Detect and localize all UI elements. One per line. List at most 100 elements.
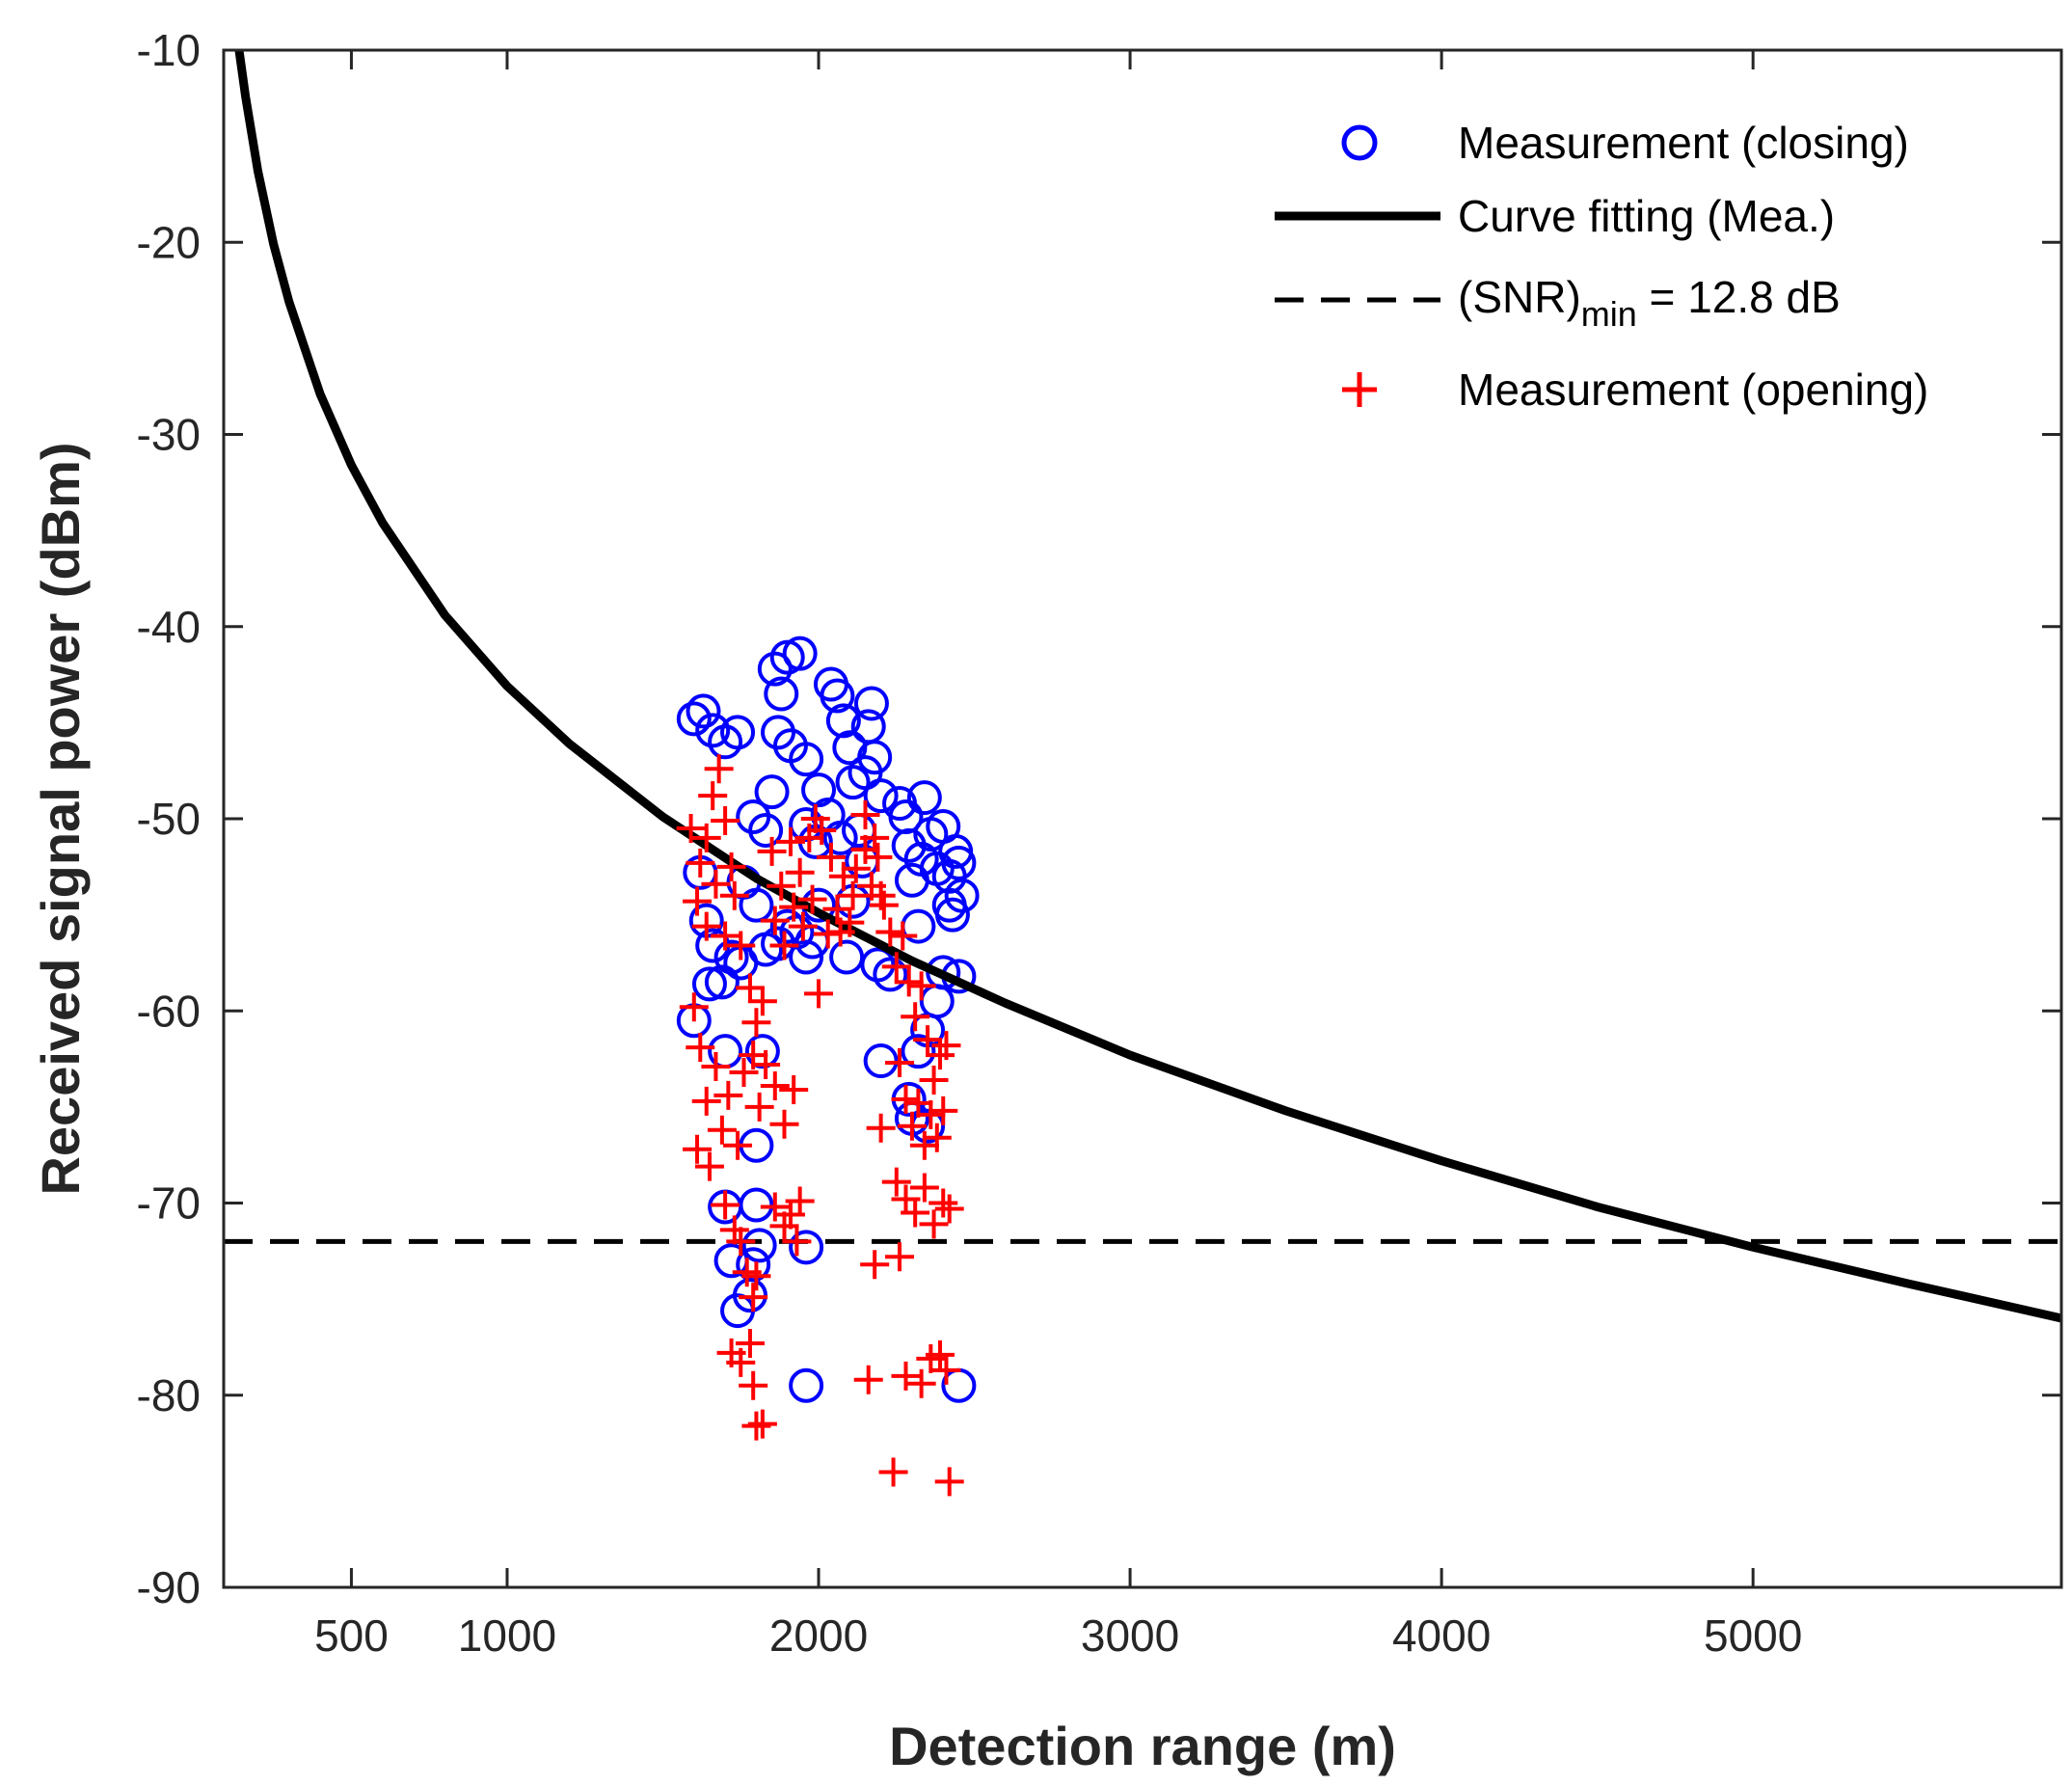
x-tick-label: 5000 [1704, 1610, 1802, 1661]
closing-point [754, 774, 790, 810]
opening-point [894, 967, 924, 997]
opening-point [906, 1368, 936, 1398]
opening-point [711, 805, 740, 835]
opening-point [919, 1065, 949, 1095]
opening-point [928, 1188, 958, 1218]
opening-point [683, 886, 713, 916]
opening-point [683, 1134, 713, 1164]
opening-point [735, 1328, 765, 1358]
fit-curve [234, 50, 2061, 1323]
opening-point [922, 1123, 952, 1152]
opening-point [885, 1242, 915, 1272]
opening-point [779, 1074, 809, 1104]
opening-point [891, 1361, 921, 1391]
y-tick-label: -50 [137, 794, 201, 844]
opening-point [825, 917, 855, 947]
opening-point [816, 842, 846, 872]
closing-point [906, 780, 942, 816]
opening-point [934, 1467, 964, 1497]
closing-point [901, 1034, 936, 1069]
legend-fit-label: Curve fitting (Mea.) [1458, 191, 1835, 241]
plot-area [224, 50, 2061, 1497]
opening-point [744, 1092, 774, 1122]
opening-point [767, 871, 796, 901]
opening-point [807, 815, 837, 845]
closing-point [857, 740, 893, 775]
x-tick-label: 4000 [1392, 1610, 1491, 1661]
legend-opening-label: Measurement (opening) [1458, 365, 1928, 415]
opening-point [891, 1084, 921, 1114]
closing-point [686, 693, 721, 729]
closing-point [782, 636, 818, 671]
opening-point [711, 921, 740, 951]
x-tick-label: 2000 [769, 1610, 868, 1661]
opening-point [723, 1130, 753, 1160]
opening-point [741, 1261, 771, 1291]
y-tick-label: -90 [137, 1562, 201, 1612]
closing-point [764, 676, 799, 712]
closing-point [676, 701, 712, 737]
legend-snr-label: (SNR)min = 12.8 dB [1458, 272, 1841, 334]
closing-point [820, 678, 855, 714]
opening-point [779, 892, 809, 922]
opening-point [735, 973, 765, 1003]
opening-point [931, 1355, 961, 1385]
opening-point [782, 1227, 812, 1257]
closing-point [757, 651, 793, 687]
closing-point [829, 939, 865, 975]
closing-point [789, 939, 824, 975]
opening-point [901, 1198, 930, 1228]
opening-point [686, 1033, 715, 1063]
opening-point [726, 931, 756, 961]
opening-point [716, 852, 746, 881]
closing-point [789, 742, 824, 777]
opening-point [901, 1002, 930, 1032]
closing-point [744, 1034, 780, 1069]
opening-point [751, 1050, 781, 1080]
opening-point [747, 1409, 777, 1439]
opening-point [863, 842, 893, 872]
opening-point [931, 1031, 961, 1061]
opening-point [794, 823, 824, 852]
x-tick-label: 3000 [1081, 1610, 1179, 1661]
closing-point [789, 1367, 824, 1403]
opening-point [726, 1347, 756, 1377]
opening-point [691, 1086, 721, 1116]
legend-closing-marker [1341, 124, 1378, 161]
legend: Measurement (closing) Curve fitting (Mea… [1275, 118, 1928, 415]
opening-point [913, 1025, 943, 1055]
opening-point [822, 894, 852, 924]
opening-point [860, 1250, 890, 1280]
opening-point [694, 1151, 724, 1181]
y-tick-label: -40 [137, 602, 201, 652]
opening-point [926, 1340, 955, 1369]
opening-point [916, 1099, 946, 1129]
legend-snr-prefix: (SNR) [1458, 272, 1581, 322]
opening-point [885, 1048, 915, 1078]
opening-point [909, 1173, 939, 1203]
x-axis-title: Detection range (m) [889, 1716, 1396, 1776]
opening-point [860, 823, 890, 852]
opening-point [788, 911, 818, 941]
opening-point [928, 1096, 958, 1125]
y-tick-label: -80 [137, 1370, 201, 1421]
closing-point [691, 966, 727, 1002]
opening-point [747, 987, 777, 1016]
opening-point [838, 880, 868, 910]
opening-point [785, 857, 815, 887]
opening-point [739, 1283, 768, 1312]
opening-point [686, 848, 715, 878]
opening-point [713, 1080, 743, 1110]
opening-point [853, 1365, 883, 1394]
opening-point [769, 931, 799, 961]
legend-snr-suffix: = 12.8 dB [1637, 272, 1841, 322]
opening-point [785, 1186, 815, 1216]
opening-point [726, 1227, 756, 1257]
closing-point [713, 939, 749, 975]
opening-point [719, 880, 749, 910]
y-tick-label: -30 [137, 410, 201, 460]
y-tick-label: -60 [137, 986, 201, 1036]
y-axis-title: Received signal power (dBm) [30, 442, 91, 1195]
opening-point [760, 906, 790, 935]
